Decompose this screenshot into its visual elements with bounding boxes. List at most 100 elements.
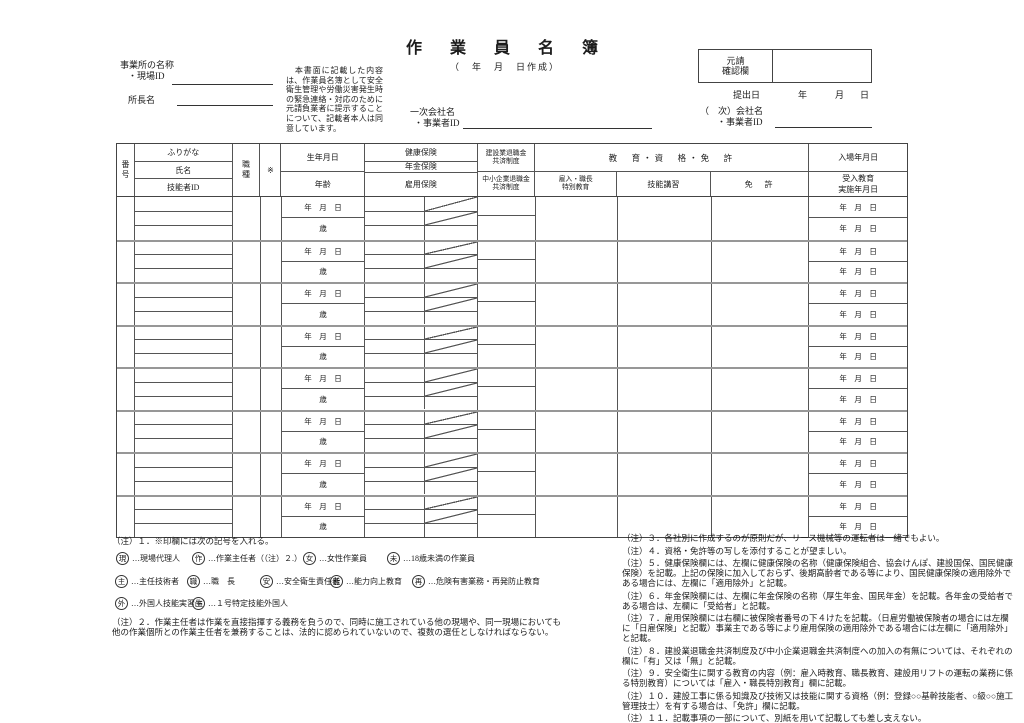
cell-health-left[interactable] <box>365 369 426 382</box>
cell-job-type[interactable] <box>233 197 261 240</box>
cell-worker-id[interactable] <box>135 397 232 410</box>
cell-special-education[interactable] <box>536 241 618 282</box>
cell-birth-date[interactable]: 年 月 日 <box>281 497 365 517</box>
cell-mark[interactable] <box>261 284 282 325</box>
cell-kentaikyo[interactable] <box>478 327 535 345</box>
cell-name[interactable] <box>134 340 232 355</box>
cell-health-left[interactable] <box>365 326 426 340</box>
cell-kentaikyo[interactable] <box>478 497 535 515</box>
cell-name[interactable] <box>134 255 232 270</box>
cell-furigana[interactable] <box>134 369 232 383</box>
cell-license[interactable] <box>712 496 810 537</box>
cell-kentaikyo[interactable] <box>478 412 535 430</box>
cell-job-type[interactable] <box>233 496 261 537</box>
cell-age[interactable]: 歳 <box>319 437 327 447</box>
cell-entry-date[interactable]: 年 月 日 <box>809 197 908 219</box>
cell-health-left[interactable] <box>365 496 426 510</box>
cell-name[interactable] <box>134 298 232 312</box>
cell-mark[interactable] <box>261 197 282 240</box>
cell-chutaikyo[interactable] <box>478 430 535 452</box>
cell-name[interactable] <box>134 425 232 440</box>
cell-special-education[interactable] <box>536 411 618 452</box>
cell-age[interactable]: 歳 <box>319 394 327 404</box>
cell-number[interactable] <box>117 197 135 240</box>
cell-number[interactable] <box>117 411 135 452</box>
cell-mark[interactable] <box>261 326 282 367</box>
office-name-input-line[interactable] <box>172 84 273 85</box>
cell-entry-date[interactable]: 年 月 日 <box>809 497 908 517</box>
cell-number[interactable] <box>117 284 135 325</box>
cell-birth-date[interactable]: 年 月 日 <box>281 369 365 390</box>
cell-employment-number[interactable] <box>425 226 477 240</box>
cell-job-type[interactable] <box>233 241 261 282</box>
cell-birth-date[interactable]: 年 月 日 <box>281 242 365 262</box>
cell-chutaikyo[interactable] <box>478 216 535 239</box>
cell-skill-training[interactable] <box>618 369 712 410</box>
cell-number[interactable] <box>117 369 135 410</box>
cell-license[interactable] <box>712 411 810 452</box>
cell-entry-date[interactable]: 年 月 日 <box>809 412 908 432</box>
cell-chutaikyo[interactable] <box>478 387 535 409</box>
cell-furigana[interactable] <box>134 197 232 212</box>
cell-license[interactable] <box>712 197 810 240</box>
cell-name[interactable] <box>134 468 232 482</box>
cell-kentaikyo[interactable] <box>478 242 535 260</box>
cell-pension-left[interactable] <box>365 340 426 354</box>
cell-worker-id[interactable] <box>135 312 232 325</box>
cell-number[interactable] <box>117 326 135 367</box>
cell-name[interactable] <box>134 510 232 525</box>
cell-pension-left[interactable] <box>365 211 426 225</box>
cell-license[interactable] <box>712 369 810 410</box>
cell-skill-training[interactable] <box>618 284 712 325</box>
cell-number[interactable] <box>117 496 135 537</box>
cell-license[interactable] <box>712 326 810 367</box>
cell-special-education[interactable] <box>536 369 618 410</box>
cell-birth-date[interactable]: 年 月 日 <box>281 284 365 305</box>
cell-furigana[interactable] <box>134 454 232 468</box>
cell-name[interactable] <box>134 383 232 397</box>
cell-employment-number[interactable] <box>425 439 477 452</box>
cell-employment-number[interactable] <box>425 524 477 537</box>
cell-job-type[interactable] <box>233 284 261 325</box>
cell-furigana[interactable] <box>134 284 232 298</box>
cell-job-type[interactable] <box>233 369 261 410</box>
cell-health-left[interactable] <box>365 284 426 297</box>
director-input-line[interactable] <box>177 105 273 106</box>
cell-furigana[interactable] <box>134 497 232 511</box>
cell-employment-left[interactable] <box>365 439 426 452</box>
cell-name[interactable] <box>134 212 232 226</box>
cell-health-left[interactable] <box>365 241 426 255</box>
nth-company-input-line[interactable] <box>775 127 872 128</box>
cell-entry-date[interactable]: 年 月 日 <box>809 284 908 305</box>
cell-health-left[interactable] <box>365 411 426 425</box>
cell-worker-id[interactable] <box>135 354 232 367</box>
cell-training-date[interactable]: 年 月 日 <box>839 394 877 404</box>
cell-entry-date[interactable]: 年 月 日 <box>809 242 908 262</box>
cell-special-education[interactable] <box>536 197 618 240</box>
cell-job-type[interactable] <box>233 326 261 367</box>
cell-kentaikyo[interactable] <box>478 284 535 303</box>
cell-worker-id[interactable] <box>135 269 232 282</box>
cell-skill-training[interactable] <box>618 241 712 282</box>
cell-employment-number[interactable] <box>425 312 477 325</box>
cell-training-date[interactable]: 年 月 日 <box>839 522 877 532</box>
cell-worker-id[interactable] <box>135 226 232 240</box>
cell-furigana[interactable] <box>134 412 232 426</box>
cell-birth-date[interactable]: 年 月 日 <box>281 327 365 347</box>
cell-age[interactable]: 歳 <box>319 479 327 489</box>
cell-job-type[interactable] <box>233 454 261 495</box>
cell-training-date[interactable]: 年 月 日 <box>839 267 877 277</box>
cell-number[interactable] <box>117 241 135 282</box>
cell-birth-date[interactable]: 年 月 日 <box>281 197 365 219</box>
cell-chutaikyo[interactable] <box>478 345 535 367</box>
cell-training-date[interactable]: 年 月 日 <box>839 352 877 362</box>
cell-worker-id[interactable] <box>135 482 232 495</box>
cell-entry-date[interactable]: 年 月 日 <box>809 327 908 347</box>
cell-license[interactable] <box>712 454 810 495</box>
cell-employment-left[interactable] <box>365 481 426 495</box>
cell-employment-number[interactable] <box>425 482 477 495</box>
cell-skill-training[interactable] <box>618 411 712 452</box>
cell-license[interactable] <box>712 284 810 325</box>
cell-mark[interactable] <box>261 454 282 495</box>
primary-company-input-line[interactable] <box>463 128 652 129</box>
